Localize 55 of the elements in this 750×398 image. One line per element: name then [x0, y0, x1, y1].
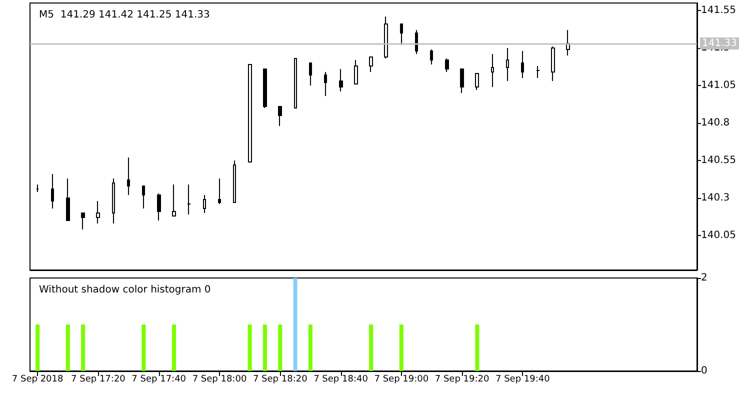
- y-tick-label: 140.3: [701, 192, 730, 204]
- candlestick: [172, 184, 176, 216]
- x-tick-label: 7 Sep 18:00: [192, 374, 247, 384]
- ref-line-label: 141.33: [702, 38, 737, 49]
- candlestick: [430, 49, 433, 65]
- candlestick: [96, 200, 100, 224]
- y-tick-label: 140.8: [701, 118, 730, 128]
- candlestick: [187, 184, 191, 215]
- x-tick-label: 7 Sep 18:20: [252, 374, 308, 384]
- candlestick: [248, 64, 252, 162]
- candlestick: [309, 62, 312, 86]
- x-tick-label: 7 Sep 18:40: [314, 374, 368, 384]
- candlestick: [521, 50, 524, 78]
- candlestick: [66, 178, 70, 221]
- x-tick-label: 7 Sep 2018: [12, 374, 64, 384]
- candlestick: [475, 73, 479, 90]
- candlestick: [294, 58, 297, 108]
- candlestick: [142, 186, 145, 209]
- candlestick: [415, 30, 418, 54]
- candlestick: [81, 212, 85, 230]
- candlestick: [233, 160, 236, 203]
- candlestick: [112, 178, 115, 224]
- candlestick: [369, 56, 373, 72]
- y-tick-label: 141.55: [701, 5, 736, 16]
- y-tick-label: 140.55: [701, 155, 736, 166]
- x-tick-label: 7 Sep 19:00: [374, 374, 429, 384]
- x-tick-label: 7 Sep 17:20: [71, 374, 126, 384]
- x-tick-label: 7 Sep 19:40: [495, 374, 550, 384]
- candlestick: [460, 68, 464, 94]
- candlestick: [506, 48, 509, 82]
- y-tick-label: 2: [701, 272, 708, 284]
- candlestick: [36, 184, 39, 192]
- candlestick: [339, 68, 343, 92]
- candlestick: [445, 58, 449, 72]
- text: Without shadow color histogram 0: [39, 284, 211, 296]
- candlestick: [218, 178, 221, 204]
- x-tick-label: 7 Sep 19:20: [434, 374, 490, 384]
- y-tick-label: 141.05: [701, 80, 736, 91]
- candlestick: [203, 194, 206, 214]
- candlestick: [324, 72, 327, 96]
- candlestick: [551, 46, 555, 82]
- candlestick: [400, 24, 403, 46]
- candlestick: [384, 16, 388, 59]
- x-tick-label: 7 Sep 17:40: [132, 374, 186, 384]
- candlestick: [278, 106, 282, 126]
- y-tick-label: 0: [701, 366, 708, 376]
- text: M5 141.29 141.42 141.25 141.33: [39, 10, 210, 20]
- candlestick: [127, 157, 130, 196]
- candlestick: [536, 66, 540, 78]
- candlestick: [491, 54, 494, 88]
- y-tick-label: 140.05: [701, 230, 736, 241]
- candlestick: [157, 193, 161, 221]
- candlestick: [354, 60, 358, 84]
- candlestick: [263, 68, 267, 108]
- candlestick: [51, 174, 54, 209]
